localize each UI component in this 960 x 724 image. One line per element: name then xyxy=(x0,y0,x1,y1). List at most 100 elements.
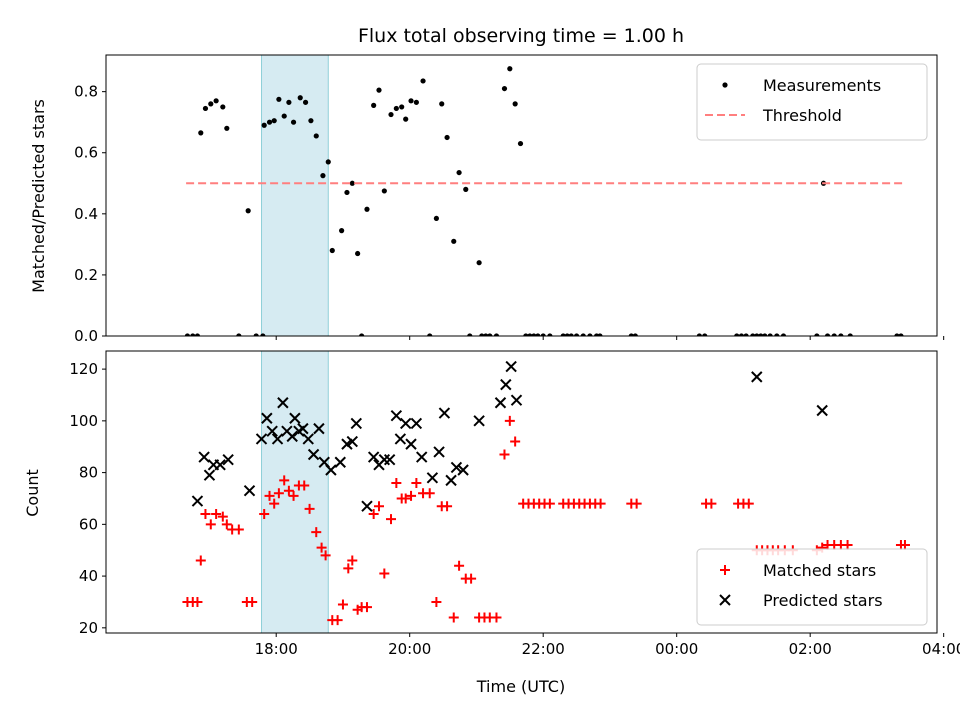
top-series-measurements-point-10 xyxy=(245,208,251,214)
bottom-y-tick-label-4: 100 xyxy=(69,412,98,430)
bottom-y-tick-label-2: 60 xyxy=(79,515,98,533)
bottom-series-matched-stars-point-27 xyxy=(332,615,343,626)
top-series-measurements-point-61 xyxy=(527,333,533,336)
top-series-measurements-point-64 xyxy=(540,333,546,336)
bottom-series-matched-stars-point-8 xyxy=(221,519,232,530)
top-legend-box xyxy=(696,63,928,141)
bottom-series-matched-stars-point-72 xyxy=(595,498,606,509)
top-series-measurements-point-65 xyxy=(547,333,553,336)
top-series-measurements-point-80 xyxy=(743,333,749,336)
top-series-measurements-point-5 xyxy=(208,101,214,107)
bottom-panel-counts: 20 40 60 80 100 120 18:00 20:00 22:00 00:00 02:00 0… xyxy=(69,350,960,658)
bottom-x-tick-label-4: 02:00 xyxy=(789,640,832,658)
bottom-series-predicted-stars-point-24 xyxy=(346,435,359,448)
top-series-measurements-point-63 xyxy=(535,333,541,336)
bottom-series-predicted-stars-point-42 xyxy=(457,464,469,476)
bottom-series-predicted-stars-point-19 xyxy=(313,422,325,435)
top-series-measurements-point-68 xyxy=(568,333,574,336)
top-series-measurements-point-71 xyxy=(587,333,593,336)
top-series-measurements-point-18 xyxy=(286,99,292,105)
bottom-series-predicted-stars-point-25 xyxy=(350,417,363,430)
bottom-series-matched-stars-point-16 xyxy=(273,488,284,499)
bottom-series-predicted-stars-point-5 xyxy=(222,453,234,466)
bottom-series-matched-stars-point-55 xyxy=(491,612,502,623)
bottom-series-matched-stars-point-64 xyxy=(544,498,555,509)
top-series-measurements-point-62 xyxy=(531,333,537,336)
top-series-measurements-point-47 xyxy=(451,238,457,244)
bottom-series-matched-stars-point-38 xyxy=(391,477,402,488)
bottom-series-predicted-stars-point-44 xyxy=(494,397,507,409)
top-series-measurements-point-53 xyxy=(483,333,489,336)
bottom-series-predicted-stars-point-48 xyxy=(751,371,763,383)
top-series-measurements-point-92 xyxy=(838,333,844,336)
bottom-series-matched-stars-point-30 xyxy=(347,555,358,566)
bottom-series-matched-stars-point-44 xyxy=(424,488,435,499)
bottom-series-matched-stars-point-41 xyxy=(406,490,417,501)
top-series-measurements-point-6 xyxy=(213,98,219,104)
bottom-series-predicted-stars-point-6 xyxy=(243,484,256,497)
top-series-measurements-point-49 xyxy=(463,186,469,192)
top-series-measurements-point-79 xyxy=(738,333,745,336)
top-series-measurements-point-4 xyxy=(202,105,209,112)
bottom-y-tick-label-0: 20 xyxy=(79,619,98,637)
top-series-measurements-point-13 xyxy=(261,122,267,128)
top-series-measurements-point-46 xyxy=(444,134,450,141)
bottom-series-predicted-stars-point-46 xyxy=(505,360,517,373)
bottom-series-predicted-stars-point-32 xyxy=(394,433,407,445)
top-series-measurements-point-16 xyxy=(276,96,282,102)
bottom-legend-matched-stars-label: Matched stars xyxy=(763,561,876,580)
bottom-series-predicted-stars-point-1 xyxy=(198,451,210,463)
bottom-series-matched-stars-point-29 xyxy=(343,563,354,574)
top-series-measurements-point-30 xyxy=(355,250,361,257)
top-series-measurements-point-95 xyxy=(898,333,904,336)
bottom-series-predicted-stars-point-38 xyxy=(433,446,445,458)
top-series-measurements-point-86 xyxy=(774,333,780,336)
bottom-y-tick-label-3: 80 xyxy=(79,464,98,482)
bottom-series-matched-stars-point-6 xyxy=(211,508,222,519)
bottom-series-matched-stars-point-47 xyxy=(442,501,453,512)
bottom-series-matched-stars-point-14 xyxy=(264,490,275,501)
top-legend-measurements-label: Measurements xyxy=(763,76,881,95)
top-series-measurements-point-48 xyxy=(456,169,462,176)
bottom-highlight-span xyxy=(261,350,329,634)
bottom-series-matched-stars-point-36 xyxy=(379,568,390,579)
bottom-series-predicted-stars-point-29 xyxy=(378,453,391,466)
top-series-measurements-point-54 xyxy=(487,333,493,336)
bottom-series-predicted-stars-point-4 xyxy=(214,459,226,471)
top-series-measurements-point-7 xyxy=(220,104,226,110)
top-series-measurements-point-43 xyxy=(427,333,433,336)
bottom-series-predicted-stars-point-7 xyxy=(255,433,268,445)
top-legend-measurements-marker xyxy=(722,82,728,88)
bottom-series-matched-stars-point-5 xyxy=(205,519,216,530)
bottom-series-predicted-stars-point-35 xyxy=(410,417,423,430)
top-series-measurements-point-58 xyxy=(512,101,518,107)
top-series-measurements-point-1 xyxy=(190,333,196,336)
bottom-series-matched-stars-point-74 xyxy=(631,498,642,509)
top-series-measurements-point-73 xyxy=(597,333,603,336)
bottom-series-matched-stars-point-58 xyxy=(510,436,521,447)
bottom-series-predicted-stars-point-40 xyxy=(445,474,457,487)
top-series-measurements-point-41 xyxy=(413,99,419,105)
bottom-legend-predicted-stars-label: Predicted stars xyxy=(763,591,883,610)
top-series-measurements-point-45 xyxy=(439,101,445,107)
top-series-measurements-point-77 xyxy=(702,333,708,336)
bottom-legend: Matched stars Predicted stars xyxy=(696,548,928,626)
bottom-legend-predicted-stars-marker xyxy=(719,594,731,606)
top-y-tick-label-4: 0.8 xyxy=(74,83,98,101)
bottom-series-matched-stars-point-23 xyxy=(311,527,322,538)
bottom-series-matched-stars-point-19 xyxy=(288,490,299,501)
top-legend-threshold-label: Threshold xyxy=(762,106,842,125)
bottom-series-predicted-stars-point-10 xyxy=(271,433,284,445)
bottom-series-predicted-stars-point-47 xyxy=(510,394,523,406)
top-series-measurements-point-67 xyxy=(564,333,570,336)
top-series-measurements-point-35 xyxy=(381,188,387,194)
top-highlight-span xyxy=(261,54,329,337)
chart-title: Flux total observing time = 1.00 h xyxy=(358,25,684,47)
top-series-measurements-point-19 xyxy=(290,119,297,125)
top-y-tick-label-2: 0.4 xyxy=(74,205,98,223)
top-series-measurements-point-25 xyxy=(325,159,331,165)
top-series-measurements-point-15 xyxy=(271,118,277,124)
bottom-y-axis-label: Count xyxy=(23,469,42,517)
bottom-series-predicted-stars-point-21 xyxy=(325,464,337,476)
top-series-measurements-point-3 xyxy=(198,130,204,136)
